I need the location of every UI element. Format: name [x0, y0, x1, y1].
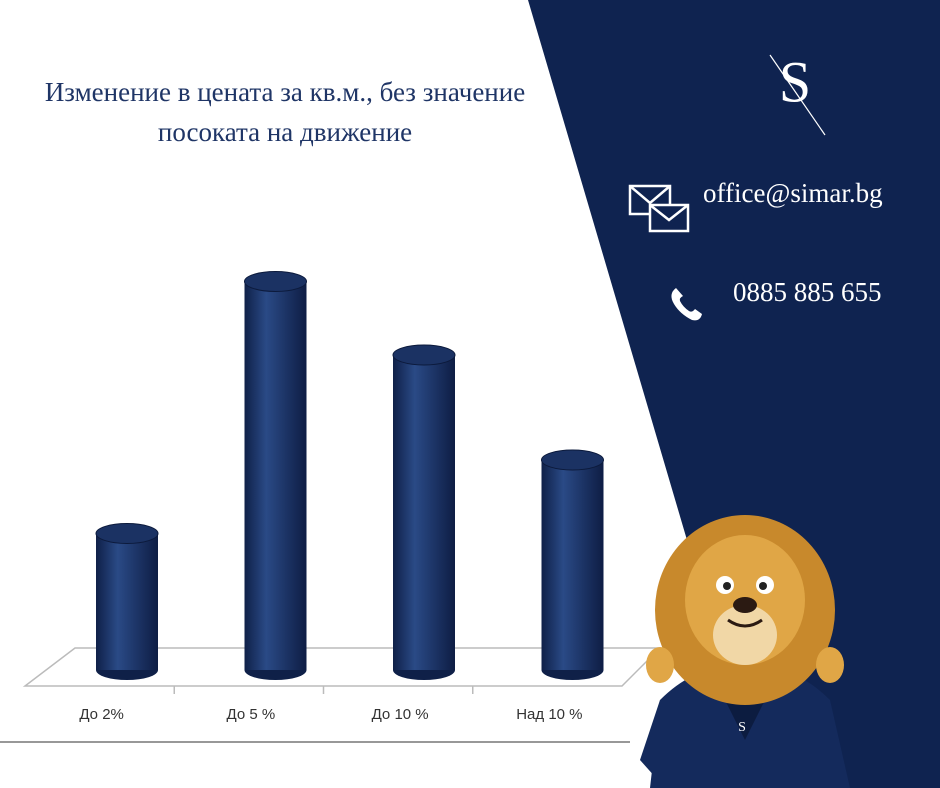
bar-top: [541, 449, 604, 471]
bar: [96, 533, 158, 670]
bar: [541, 460, 604, 670]
logo: S: [779, 49, 811, 114]
chart-title: Изменение в цената за кв.м., без значени…: [44, 77, 526, 147]
bar-top: [392, 344, 456, 366]
email[interactable]: office@simar.bg: [703, 178, 883, 208]
bar: [393, 355, 455, 670]
x-tick-label: До 5 %: [227, 706, 276, 723]
phone[interactable]: 0885 885 655: [733, 277, 882, 307]
x-tick-label: До 10 %: [372, 706, 429, 723]
phone-icon: [671, 288, 702, 321]
bar-top: [244, 271, 307, 292]
x-tick-label: До 2%: [79, 706, 124, 723]
bar-top: [95, 523, 159, 544]
x-tick-label: Над 10 %: [516, 706, 582, 723]
svg-text:S: S: [738, 720, 746, 735]
bar: [244, 281, 307, 670]
chart-floor: [22, 647, 662, 687]
logo-slash: [769, 54, 826, 136]
email-icon: [628, 184, 690, 233]
title-box: Изменение в цената за кв.м., без значени…: [44, 77, 526, 147]
mascot: S: [640, 515, 850, 788]
